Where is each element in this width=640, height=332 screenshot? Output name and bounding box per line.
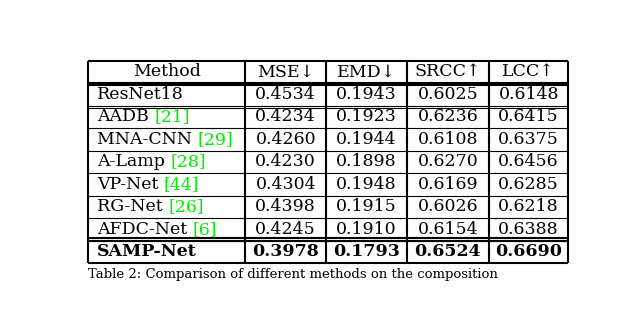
Text: LCC↑: LCC↑ xyxy=(502,63,555,80)
Text: 0.6375: 0.6375 xyxy=(498,131,559,148)
Text: RG-Net: RG-Net xyxy=(97,199,168,215)
Text: [29]: [29] xyxy=(198,131,234,148)
Text: 0.1915: 0.1915 xyxy=(336,199,397,215)
Text: 0.1898: 0.1898 xyxy=(336,153,397,170)
Text: 0.6236: 0.6236 xyxy=(417,108,478,125)
Text: 0.4534: 0.4534 xyxy=(255,86,316,103)
Text: 0.1923: 0.1923 xyxy=(336,108,397,125)
Text: 0.6148: 0.6148 xyxy=(499,86,559,103)
Text: 0.6025: 0.6025 xyxy=(417,86,478,103)
Text: Method: Method xyxy=(132,63,200,80)
Text: 0.4304: 0.4304 xyxy=(255,176,316,193)
Text: 0.4245: 0.4245 xyxy=(255,221,316,238)
Text: 0.6108: 0.6108 xyxy=(418,131,478,148)
Text: AADB: AADB xyxy=(97,108,154,125)
Text: 0.6456: 0.6456 xyxy=(499,153,559,170)
Text: 0.4234: 0.4234 xyxy=(255,108,316,125)
Text: [26]: [26] xyxy=(168,199,204,215)
Text: 0.6218: 0.6218 xyxy=(499,199,559,215)
Text: 0.1910: 0.1910 xyxy=(336,221,397,238)
Text: 0.1948: 0.1948 xyxy=(336,176,397,193)
Text: ResNet18: ResNet18 xyxy=(97,86,184,103)
Text: MSE↓: MSE↓ xyxy=(257,63,314,80)
Text: 0.1944: 0.1944 xyxy=(336,131,397,148)
Text: 0.1943: 0.1943 xyxy=(336,86,397,103)
Text: 0.4398: 0.4398 xyxy=(255,199,316,215)
Text: 0.6270: 0.6270 xyxy=(417,153,478,170)
Text: EMD↓: EMD↓ xyxy=(337,63,396,80)
Text: 0.6169: 0.6169 xyxy=(418,176,478,193)
Text: [21]: [21] xyxy=(154,108,190,125)
Text: 0.4230: 0.4230 xyxy=(255,153,316,170)
Text: 0.6415: 0.6415 xyxy=(499,108,559,125)
Text: 0.6154: 0.6154 xyxy=(418,221,478,238)
Text: SAMP-Net: SAMP-Net xyxy=(97,243,197,260)
Text: [44]: [44] xyxy=(164,176,200,193)
Text: A-Lamp: A-Lamp xyxy=(97,153,170,170)
Text: 0.4260: 0.4260 xyxy=(255,131,316,148)
Text: 0.3978: 0.3978 xyxy=(252,243,319,260)
Text: SRCC↑: SRCC↑ xyxy=(415,63,481,80)
Text: MNA-CNN: MNA-CNN xyxy=(97,131,198,148)
Text: [28]: [28] xyxy=(170,153,206,170)
Text: Table 2: Comparison of different methods on the composition: Table 2: Comparison of different methods… xyxy=(88,268,498,281)
Text: VP-Net: VP-Net xyxy=(97,176,164,193)
Text: [6]: [6] xyxy=(193,221,217,238)
Text: 0.6285: 0.6285 xyxy=(499,176,559,193)
Text: 0.6388: 0.6388 xyxy=(499,221,559,238)
Text: 0.6026: 0.6026 xyxy=(418,199,478,215)
Text: 0.6690: 0.6690 xyxy=(495,243,562,260)
Text: 0.1793: 0.1793 xyxy=(333,243,400,260)
Text: 0.6524: 0.6524 xyxy=(415,243,481,260)
Text: AFDC-Net: AFDC-Net xyxy=(97,221,193,238)
